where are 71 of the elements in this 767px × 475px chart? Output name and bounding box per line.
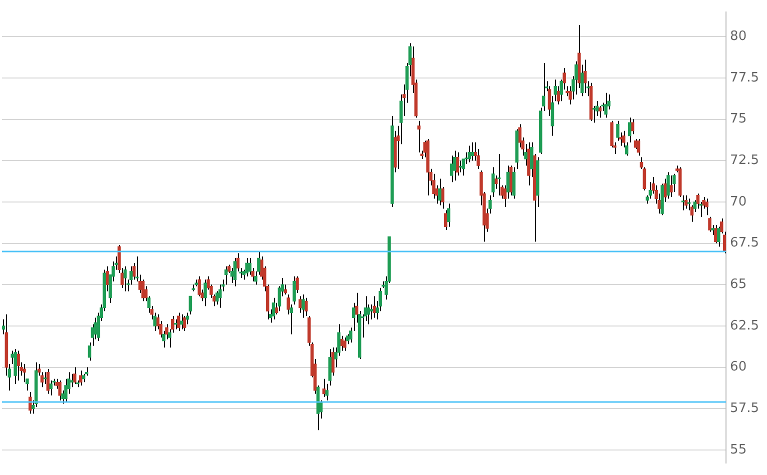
candlestick	[257, 251, 260, 276]
candlestick	[714, 224, 718, 244]
candlestick	[711, 224, 714, 236]
candlestick	[325, 383, 329, 401]
candlestick	[198, 276, 201, 297]
candlestick	[681, 194, 685, 211]
candlestick	[438, 178, 442, 206]
y-tick-label: 67.5	[730, 236, 760, 251]
candlestick	[417, 120, 421, 153]
candlestick	[616, 120, 620, 142]
candlestick	[79, 370, 82, 386]
candlestick	[188, 296, 192, 315]
candlestick	[432, 173, 436, 200]
candlestick	[722, 231, 726, 254]
candlestick	[204, 279, 207, 307]
candlestick	[224, 266, 228, 286]
candlestick	[684, 194, 688, 210]
y-tick-label: 77.5	[730, 70, 760, 86]
candlestick	[180, 314, 184, 330]
candlestick	[302, 294, 305, 318]
candlestick	[254, 270, 258, 286]
candlestick	[542, 62, 546, 112]
candlestick	[450, 155, 454, 183]
candlestick	[666, 172, 670, 200]
candlestick	[28, 392, 32, 414]
y-tick-label: 80	[730, 28, 747, 44]
y-tick-label: 72.5	[730, 152, 760, 168]
candlestick	[670, 174, 673, 198]
candlestick	[171, 316, 174, 334]
candlestick	[304, 297, 308, 317]
candlestick	[46, 368, 50, 394]
candlestick	[446, 203, 450, 228]
y-tick-label: 57.5	[730, 401, 760, 416]
candlestick	[370, 304, 374, 320]
candlestick	[292, 276, 296, 305]
y-tick-label: 55	[730, 442, 747, 458]
candlestick	[22, 363, 26, 383]
y-tick-label: 70	[730, 194, 747, 210]
candlestick	[598, 106, 602, 118]
candlestick	[468, 145, 471, 163]
y-tick-label: 75	[730, 112, 747, 127]
candlestick	[343, 337, 346, 352]
candlestick	[124, 266, 127, 292]
candlestick	[512, 166, 516, 200]
candlestick	[298, 296, 302, 314]
candlestick	[322, 378, 326, 398]
candlestick	[182, 316, 186, 332]
candlestick	[672, 173, 676, 193]
candlestick	[176, 312, 180, 332]
y-tick-label: 65	[730, 277, 747, 292]
candlestick	[452, 150, 456, 181]
candlestick	[16, 350, 20, 382]
candlestick	[705, 198, 708, 216]
candlestick	[328, 348, 332, 386]
candlestick	[636, 138, 640, 156]
candlestick	[708, 216, 712, 232]
candlestick	[628, 117, 632, 143]
y-tick-label: 60	[730, 360, 747, 375]
candlestick	[245, 258, 248, 277]
candlestick	[70, 373, 74, 388]
candlestick	[73, 366, 76, 384]
candlestick	[14, 348, 17, 384]
candlestick	[58, 380, 62, 401]
y-tick-label: 62.5	[730, 318, 760, 334]
candlestick	[491, 166, 495, 198]
candlestick	[470, 142, 474, 162]
candlestick	[239, 268, 243, 279]
candlestick	[272, 297, 276, 320]
candlestick	[88, 342, 92, 362]
candlestick	[554, 79, 558, 102]
candlestick	[49, 380, 53, 396]
